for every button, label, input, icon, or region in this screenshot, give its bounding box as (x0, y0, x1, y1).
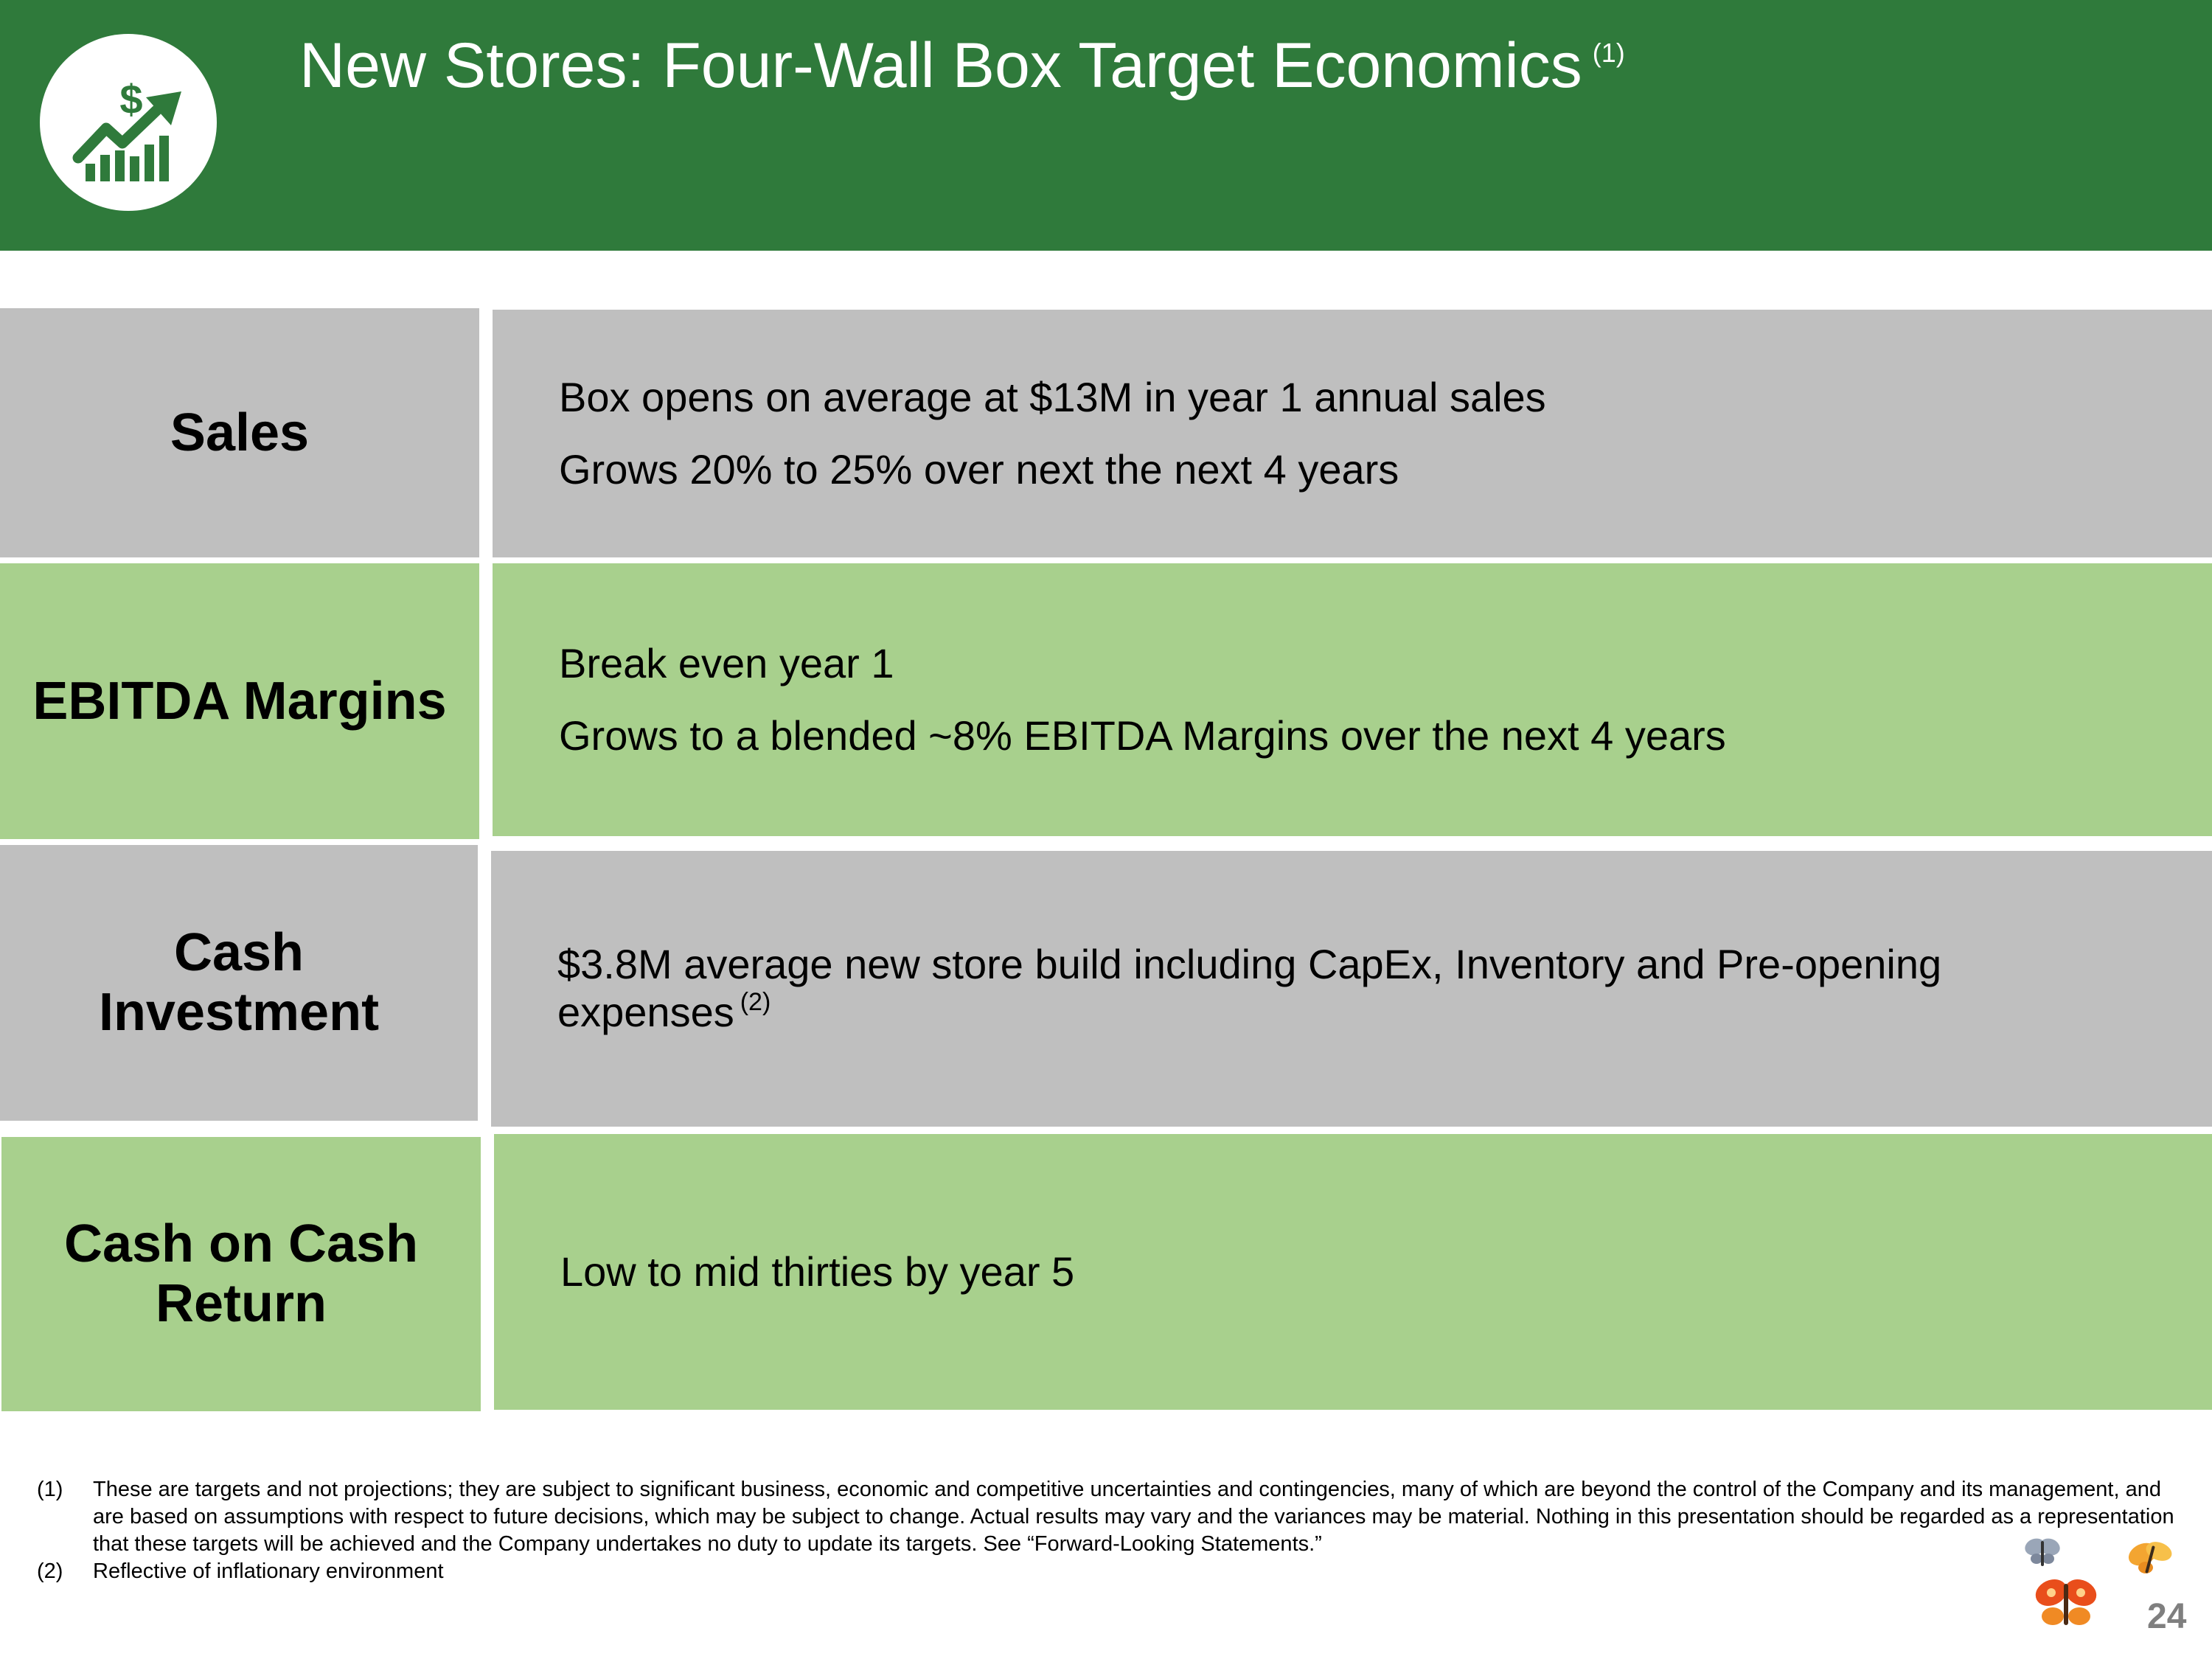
svg-text:$: $ (119, 76, 142, 122)
footnotes: (1) These are targets and not projection… (37, 1476, 2175, 1585)
content-footnote-ref: (2) (740, 988, 771, 1016)
footnote-number: (1) (37, 1478, 63, 1501)
row-content-cash-on-cash-return: Low to mid thirties by year 5 (494, 1134, 2212, 1410)
title-footnote-ref: (1) (1592, 38, 1625, 68)
footnote-text: Reflective of inflationary environment (93, 1559, 444, 1583)
row-content-sales: Box opens on average at $13M in year 1 a… (493, 310, 2212, 557)
content-line: Grows 20% to 25% over next the next 4 ye… (559, 446, 1399, 493)
logo: $ (40, 34, 217, 211)
row-label-cash-investment: Cash Investment (0, 845, 478, 1121)
footnote-text: These are targets and not projections; t… (93, 1478, 2174, 1556)
page-number: 24 (2147, 1597, 2187, 1636)
content-line: Box opens on average at $13M in year 1 a… (559, 374, 1546, 420)
label-line: Investment (98, 983, 380, 1042)
row-content-cash-investment: $3.8M average new store build including … (491, 851, 2212, 1127)
header-bar: $ New Stores: Four-Wall Box Target Econo… (0, 0, 2212, 251)
content-line: $3.8M average new store build including … (557, 941, 1942, 1035)
content-line: Break even year 1 (559, 640, 894, 686)
label-line: Sales (170, 403, 310, 462)
growth-chart-dollar-icon: $ (72, 76, 181, 181)
content-line: Low to mid thirties by year 5 (560, 1248, 1075, 1295)
butterfly-icon (2035, 1579, 2097, 1625)
content-line: Grows to a blended ~8% EBITDA Margins ov… (559, 712, 1726, 759)
footnote-1: (1) These are targets and not projection… (37, 1476, 2175, 1558)
label-line: EBITDA Margins (32, 671, 447, 731)
page-title: New Stores: Four-Wall Box Target Economi… (299, 30, 1625, 101)
footnote-number: (2) (37, 1559, 63, 1583)
row-content-ebitda-margins: Break even year 1 Grows to a blended ~8%… (493, 563, 2212, 836)
row-label-sales: Sales (0, 308, 479, 557)
butterfly-icon (2025, 1538, 2060, 1566)
label-line: Cash on Cash (63, 1214, 419, 1274)
label-line: Return (156, 1274, 327, 1333)
butterfly-icon (2128, 1542, 2172, 1573)
footnote-2: (2) Reflective of inflationary environme… (37, 1558, 2175, 1585)
label-line: Cash (173, 923, 305, 983)
row-label-cash-on-cash-return: Cash on Cash Return (1, 1137, 481, 1411)
row-label-ebitda-margins: EBITDA Margins (0, 563, 479, 839)
